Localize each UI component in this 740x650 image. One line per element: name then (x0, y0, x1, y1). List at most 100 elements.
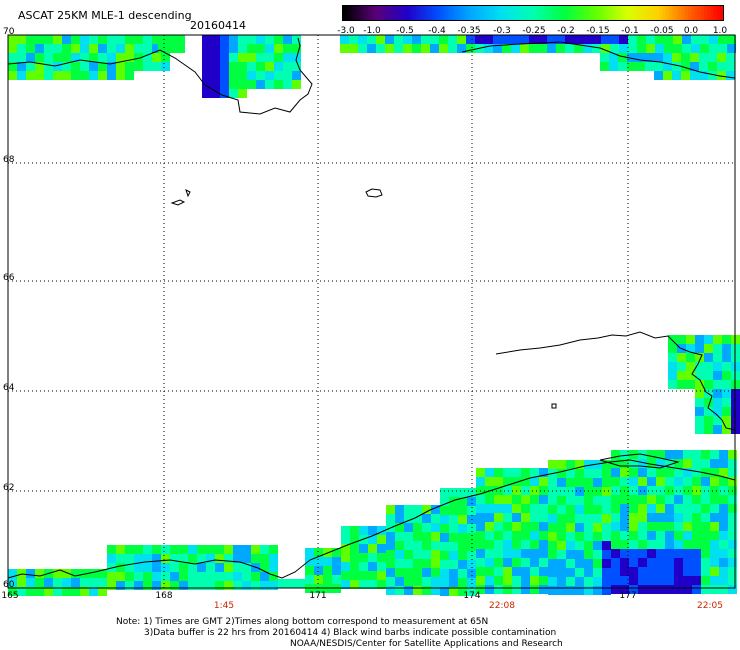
swath-cell (713, 425, 722, 434)
swath-cell (665, 495, 674, 504)
swath-cell (704, 380, 713, 389)
colorbar-segment (447, 6, 452, 20)
swath-cell (728, 468, 737, 477)
latitude-label: 60 (3, 580, 15, 590)
swath-cell (358, 35, 367, 44)
swath-cell (422, 586, 431, 595)
swath-cell (701, 567, 710, 576)
swath-cell (341, 535, 350, 544)
swath-cell (377, 544, 386, 553)
swath-cell (404, 532, 413, 541)
swath-cell (476, 585, 485, 594)
swath-cell (467, 533, 476, 542)
swath-cell (566, 469, 575, 478)
swath-cell (215, 581, 224, 590)
swath-cell (656, 459, 665, 468)
swath-cell (197, 545, 206, 554)
swath-cell (611, 513, 620, 522)
swath-cell (229, 89, 238, 98)
swath-cell (386, 568, 395, 577)
colorbar-segment (662, 6, 667, 20)
swath-cell (116, 572, 125, 581)
swath-cell (647, 504, 656, 513)
swath-cell (134, 62, 143, 71)
swath-cell (502, 44, 511, 53)
swath-cell (690, 62, 699, 71)
swath-cell (274, 62, 283, 71)
swath-cell (503, 585, 512, 594)
swath-cell (161, 53, 170, 62)
swath-cell (197, 581, 206, 590)
swath-cell (677, 362, 686, 371)
swath-cell (292, 35, 301, 44)
swath-cell (233, 563, 242, 572)
swath-cell (665, 585, 674, 594)
swath-cell (116, 44, 125, 53)
swath-cell (719, 495, 728, 504)
swath-cell (247, 71, 256, 80)
colorbar-segment (517, 6, 521, 20)
swath-cell (265, 62, 274, 71)
swath-cell (251, 581, 260, 590)
colorbar-segment (495, 6, 499, 20)
swath-cell (202, 80, 211, 89)
swath-cell (683, 459, 692, 468)
swath-cell (584, 514, 593, 523)
swath-cell (422, 541, 431, 550)
colorbar-tick-label: 0.0 (683, 26, 699, 36)
colorbar-segment (514, 6, 518, 20)
swath-cell (476, 495, 485, 504)
swath-cell (377, 535, 386, 544)
swath-cell (412, 44, 421, 53)
swath-cell (548, 568, 557, 577)
swath-cell (708, 71, 717, 80)
swath-cell (677, 353, 686, 362)
swath-cell (53, 62, 62, 71)
swath-cell (728, 504, 737, 513)
swath-cell (251, 545, 260, 554)
note-line-3: NOAA/NESDIS/Center for Satellite Applica… (290, 639, 563, 649)
swath-cell (422, 523, 431, 532)
swath-cell (125, 545, 134, 554)
swath-cell (521, 504, 530, 513)
swath-cell (395, 514, 404, 523)
swath-cell (521, 540, 530, 549)
swath-cell (152, 53, 161, 62)
swath-cell (710, 468, 719, 477)
colorbar-segment (685, 6, 689, 20)
swath-cell (682, 35, 691, 44)
swath-cell (717, 53, 726, 62)
colorbar-segment (412, 6, 417, 20)
swath-cell (686, 353, 695, 362)
swath-cell (377, 580, 386, 589)
swath-cell (431, 532, 440, 541)
swath-cell (548, 478, 557, 487)
swath-cell (683, 486, 692, 495)
swath-cell (713, 353, 722, 362)
swath-cell (35, 62, 44, 71)
swath-cell (674, 567, 683, 576)
swath-cell (211, 62, 220, 71)
swath-cell (179, 545, 188, 554)
swath-cell (611, 495, 620, 504)
swath-cell (229, 80, 238, 89)
swath-cell (719, 504, 728, 513)
swath-cell (71, 35, 80, 44)
swath-cell (107, 563, 116, 572)
swath-cell (458, 551, 467, 560)
swath-cell (656, 513, 665, 522)
swath-cell (656, 531, 665, 540)
swath-cell (197, 572, 206, 581)
swath-cell (134, 44, 143, 53)
swath-cell (143, 35, 152, 44)
swath-cell (709, 35, 718, 44)
swath-cell (448, 35, 457, 44)
swath-cell (413, 586, 422, 595)
swath-cell (512, 549, 521, 558)
swath-cell (602, 478, 611, 487)
swath-cell (386, 541, 395, 550)
swath-cell (566, 523, 575, 532)
swath-cell (718, 44, 727, 53)
swath-cell (575, 541, 584, 550)
swath-cell (609, 62, 618, 71)
